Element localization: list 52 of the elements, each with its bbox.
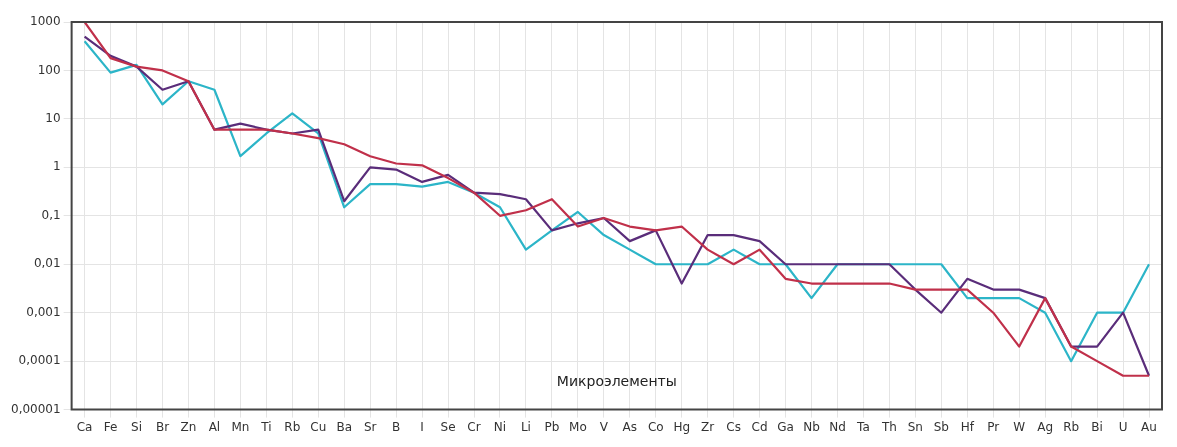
x-tick-label: Th xyxy=(880,419,897,434)
x-tick-label: Mo xyxy=(569,419,587,434)
y-tick-label: 0,01 xyxy=(33,256,61,271)
x-tick-label: Cd xyxy=(751,419,768,434)
x-tick-label: V xyxy=(599,419,609,434)
x-tick-label: Hg xyxy=(673,419,691,434)
x-tick-label: Al xyxy=(208,419,221,434)
x-tick-label: Nb xyxy=(803,419,820,434)
x-tick-label: Nd xyxy=(829,419,846,434)
x-tick-label: W xyxy=(1013,419,1026,434)
x-tick-label: Bi xyxy=(1091,419,1103,434)
y-tick-label: 0,0001 xyxy=(18,353,61,368)
x-tick-label: Ni xyxy=(493,419,507,434)
x-tick-label: Ti xyxy=(260,419,272,434)
x-tick-label: Se xyxy=(440,419,456,434)
y-tick-label: 1000 xyxy=(30,14,61,29)
x-tick-label: Ba xyxy=(336,419,353,434)
x-tick-label: Br xyxy=(155,419,170,434)
y-tick-label: 0,001 xyxy=(26,304,61,319)
x-tick-label: Mn xyxy=(231,419,250,434)
annotation: Микроэлементы xyxy=(556,373,677,390)
x-tick-label: Ca xyxy=(76,419,93,434)
x-tick-label: Li xyxy=(520,419,531,434)
x-tick-label: B xyxy=(392,419,401,434)
x-tick-label: Cu xyxy=(310,419,327,434)
x-tick-label: Zr xyxy=(701,419,715,434)
x-tick-label: Ga xyxy=(777,419,794,434)
x-tick-label: Ta xyxy=(856,419,870,434)
y-tick-label: 0,1 xyxy=(41,207,61,222)
x-tick-label: Fe xyxy=(103,419,118,434)
y-tick-label: 100 xyxy=(37,62,61,77)
x-tick-label: Sb xyxy=(933,419,949,434)
x-tick-label: Zn xyxy=(180,419,197,434)
x-tick-label: I xyxy=(420,419,424,434)
x-tick-label: Sn xyxy=(907,419,923,434)
x-tick-label: Co xyxy=(647,419,664,434)
x-tick-label: Si xyxy=(131,419,142,434)
x-tick-label: Hf xyxy=(960,419,975,434)
x-tick-label: Pb xyxy=(544,419,560,434)
y-tick-label: 1 xyxy=(52,159,61,174)
y-tick-label: 0,00001 xyxy=(11,401,61,416)
x-tick-label: Rb xyxy=(284,419,301,434)
x-tick-label: Sr xyxy=(363,419,377,434)
x-tick-label: Cs xyxy=(726,419,741,434)
x-tick-label: Au xyxy=(1141,419,1157,434)
x-tick-label: U xyxy=(1118,419,1128,434)
x-tick-label: Cr xyxy=(467,419,481,434)
x-tick-label: Pr xyxy=(987,419,1000,434)
x-tick-label: Ag xyxy=(1037,419,1054,434)
x-tick-label: As xyxy=(622,419,638,434)
y-tick-label: 10 xyxy=(45,111,61,126)
x-tick-label: Rb xyxy=(1063,419,1080,434)
